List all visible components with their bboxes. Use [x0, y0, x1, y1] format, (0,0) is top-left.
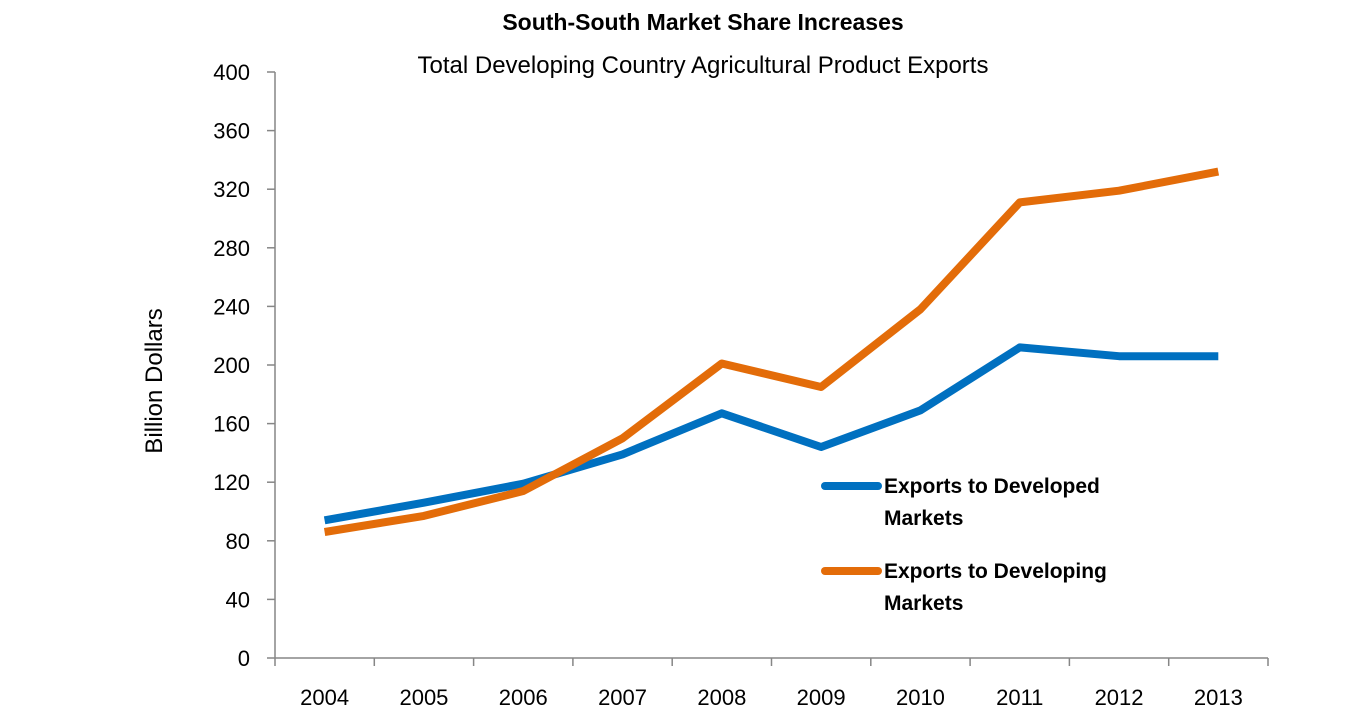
x-tick-label: 2006: [499, 685, 548, 710]
y-tick-label: 160: [213, 412, 250, 437]
y-tick-label: 240: [213, 294, 250, 319]
series-lines: [323, 167, 1220, 536]
x-tick-label: 2011: [996, 685, 1043, 710]
x-tick-label: 2013: [1194, 685, 1243, 710]
x-tick-label: 2012: [1095, 685, 1144, 710]
chart-subtitle: Total Developing Country Agricultural Pr…: [418, 52, 989, 79]
legend: Exports to Developed Markets Exports to De…: [821, 475, 1107, 615]
y-tick-label: 400: [213, 60, 250, 85]
y-axis-label: Billion Dollars: [141, 308, 168, 453]
x-tick-label: 2004: [300, 685, 349, 710]
y-tick-label: 40: [226, 587, 250, 612]
x-tick-label: 2010: [896, 685, 945, 710]
series-line-developing: [323, 167, 1220, 536]
x-tick-label: 2008: [697, 685, 746, 710]
y-tick-label: 0: [238, 646, 250, 671]
chart-title: South-South Market Share Increases: [502, 9, 903, 35]
y-tick-label: 320: [213, 177, 250, 202]
y-tick-label: 280: [213, 236, 250, 261]
legend-label-developing: Exports to Developing Markets: [884, 560, 1107, 615]
y-tick-label: 80: [226, 529, 250, 554]
legend-label-developed: Exports to Developed Markets: [884, 475, 1100, 530]
series-line-developed: [323, 343, 1219, 525]
x-tick-label: 2009: [797, 685, 846, 710]
axes: 0 40 80 120 160 200 240 280 320 360 400 2004 2005 200…: [213, 60, 1269, 710]
y-tick-label: 120: [213, 470, 250, 495]
x-tick-label: 2005: [399, 685, 448, 710]
y-tick-label: 360: [213, 119, 250, 144]
x-tick-label: 2007: [598, 685, 647, 710]
y-tick-label: 200: [213, 353, 250, 378]
